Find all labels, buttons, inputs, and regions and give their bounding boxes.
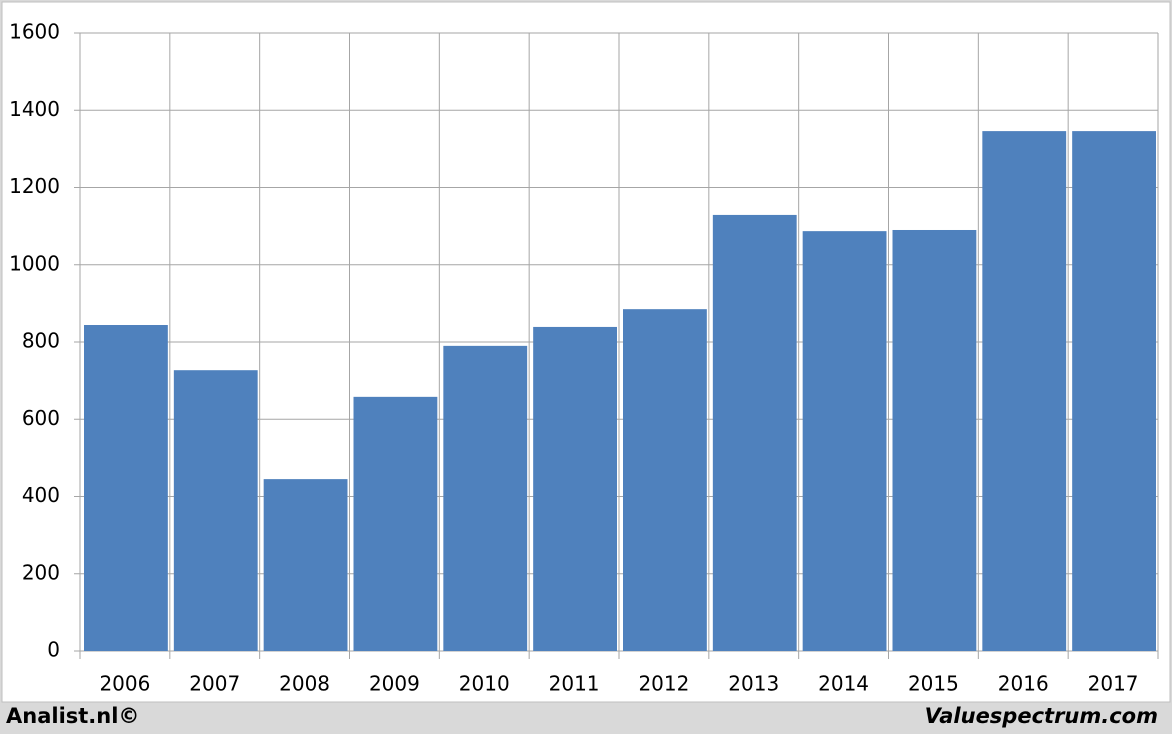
- y-tick-label: 400: [22, 483, 60, 507]
- x-tick-label: 2016: [998, 672, 1049, 696]
- x-tick-label: 2017: [1088, 672, 1139, 696]
- x-tick-label: 2010: [459, 672, 510, 696]
- y-tick-label: 800: [22, 329, 60, 353]
- y-tick-label: 0: [47, 638, 60, 662]
- bar: [1072, 131, 1156, 652]
- bar: [623, 309, 707, 651]
- x-tick-label: 2009: [369, 672, 420, 696]
- bar: [533, 326, 617, 651]
- y-tick-label: 600: [22, 406, 60, 430]
- credit: Valuespectrum.com: [925, 704, 1158, 728]
- bar: [263, 479, 348, 651]
- bar: [802, 231, 887, 652]
- x-tick-label: 2015: [908, 672, 959, 696]
- y-tick-label: 1000: [9, 251, 60, 275]
- x-tick-label: 2012: [638, 672, 689, 696]
- x-tick-label: 2007: [189, 672, 240, 696]
- source: Analist.nl©: [6, 704, 139, 728]
- bar: [173, 370, 258, 651]
- y-tick-label: 1600: [9, 20, 60, 44]
- bar: [712, 214, 797, 651]
- x-tick-label: 2011: [549, 672, 600, 696]
- y-tick-label: 1200: [9, 174, 60, 198]
- x-tick-label: 2014: [818, 672, 869, 696]
- y-tick-label: 200: [22, 560, 60, 584]
- x-tick-label: 2006: [99, 672, 150, 696]
- y-tick-label: 1400: [9, 97, 60, 121]
- x-tick-label: 2008: [279, 672, 330, 696]
- bar: [892, 229, 977, 652]
- x-tick-label: 2013: [728, 672, 779, 696]
- bar: [84, 325, 168, 651]
- bar: [443, 345, 528, 651]
- bar: [353, 396, 438, 651]
- bar: [982, 131, 1067, 652]
